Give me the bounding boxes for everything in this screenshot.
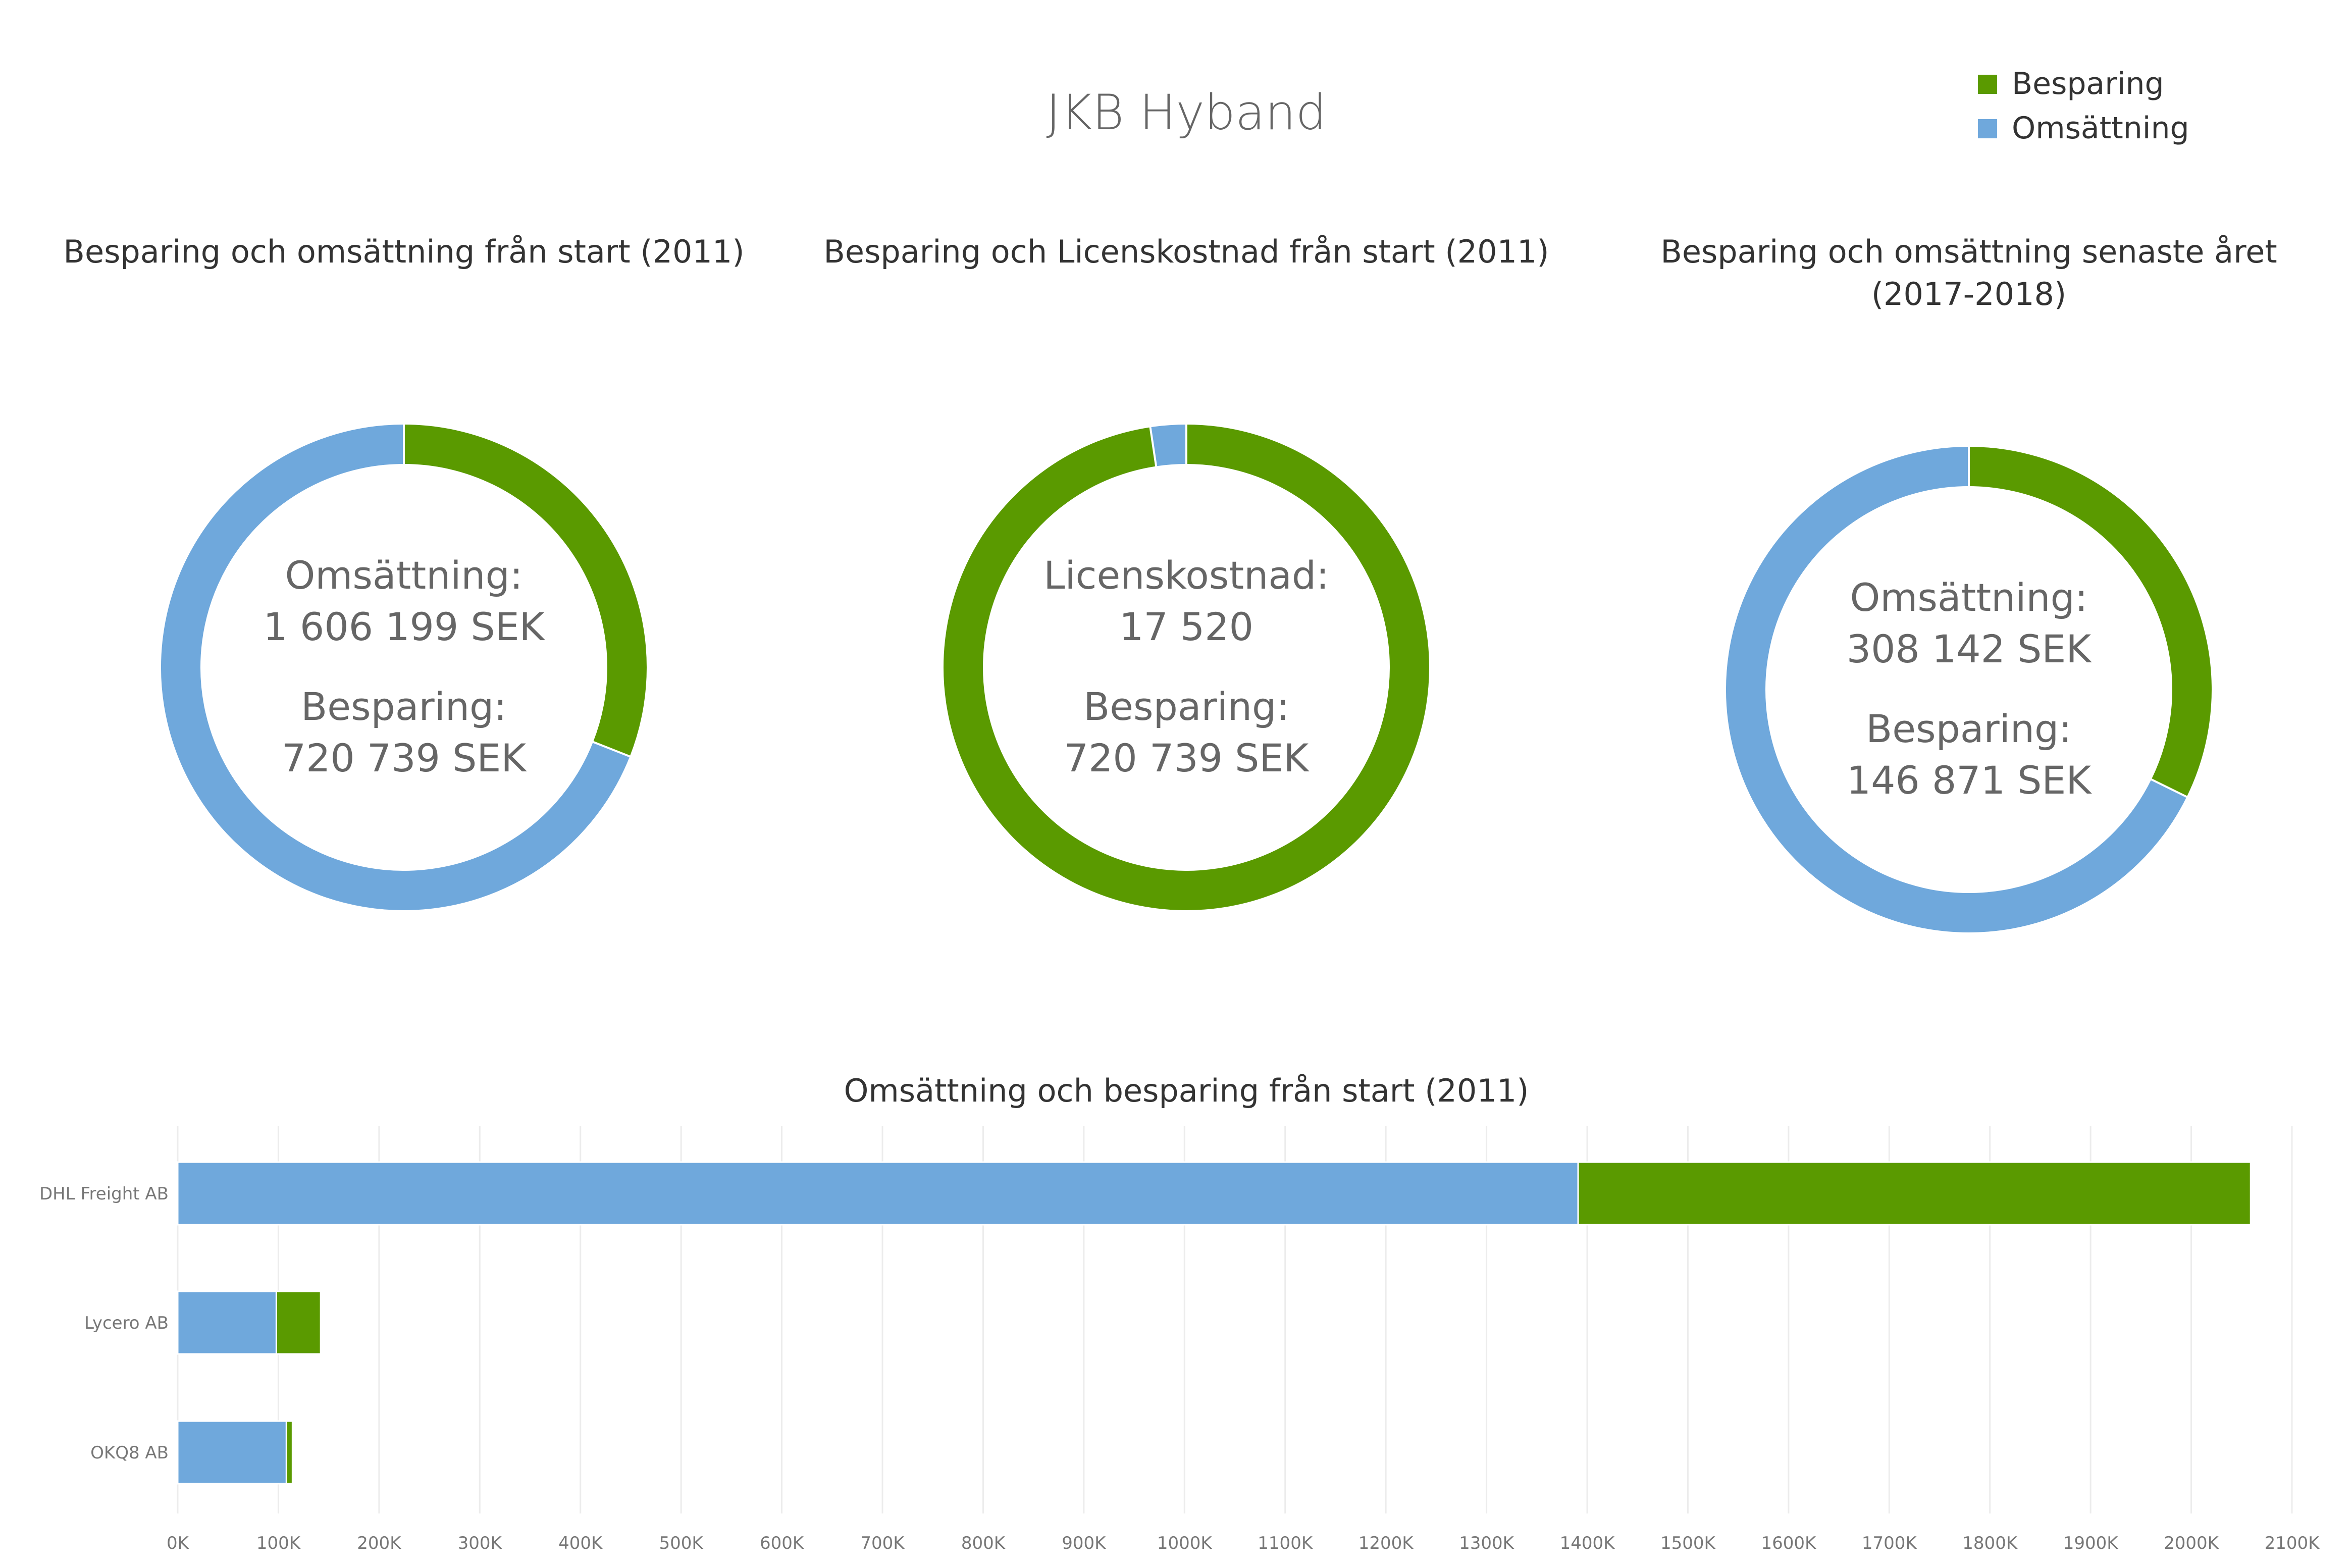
x-tick-label: 2000K <box>2164 1533 2220 1553</box>
x-tick-label: 0K <box>167 1533 190 1553</box>
legend-label-omsattning: Omsättning <box>2012 111 2189 146</box>
bar-besparing <box>285 1420 293 1485</box>
donut-center-text: 17 520 <box>1119 604 1253 649</box>
category-label: OKQ8 AB <box>90 1443 169 1463</box>
donut-center-text: 146 871 SEK <box>1847 758 2093 803</box>
bar-chart-title: Omsättning och besparing från start (201… <box>844 1072 1529 1109</box>
donut-center-text: Omsättning: <box>1850 575 2088 620</box>
donut-slice-besparing <box>944 425 1429 910</box>
donut-center-text: Omsättning: <box>285 553 523 598</box>
legend-swatch-omsattning <box>1978 119 1997 138</box>
x-tick-label: 1600K <box>1761 1533 1817 1553</box>
category-label: DHL Freight AB <box>39 1184 169 1204</box>
donut-chart-2: Besparing och Licenskostnad från start (… <box>823 233 1549 910</box>
x-tick-label: 900K <box>1062 1533 1107 1553</box>
x-tick-label: 1800K <box>1962 1533 2018 1553</box>
donut-slice-besparing <box>1968 447 2212 797</box>
bar-omsättning <box>177 1420 287 1485</box>
donut-center-text: 720 739 SEK <box>1064 736 1310 780</box>
x-tick-label: 600K <box>760 1533 805 1553</box>
donut-center-text: Besparing: <box>1083 684 1289 729</box>
bar-omsättning <box>177 1290 277 1355</box>
donut-title: Besparing och Licenskostnad från start (… <box>823 233 1549 270</box>
donut-title: Besparing och omsättning senaste året <box>1660 233 2277 270</box>
donut-slice-separator <box>592 741 632 758</box>
donut-center-text: 720 739 SEK <box>282 736 528 780</box>
x-tick-label: 1200K <box>1358 1533 1415 1553</box>
donut-center-text: Besparing: <box>301 684 507 729</box>
x-tick-label: 2100K <box>2265 1533 2321 1553</box>
bar-besparing <box>275 1290 322 1355</box>
x-tick-label: 100K <box>256 1533 301 1553</box>
donut-center-text: 1 606 199 SEK <box>263 604 545 649</box>
category-label: Lycero AB <box>84 1313 169 1333</box>
x-tick-label: 300K <box>458 1533 503 1553</box>
x-tick-label: 1500K <box>1660 1533 1716 1553</box>
donut-slice-licenskostnad <box>1150 425 1187 466</box>
x-tick-label: 500K <box>659 1533 704 1553</box>
legend-label-besparing: Besparing <box>2012 66 2164 101</box>
donut-slice-besparing <box>403 425 647 757</box>
x-tick-label: 1900K <box>2063 1533 2119 1553</box>
x-tick-label: 1400K <box>1560 1533 1616 1553</box>
legend-swatch-besparing <box>1978 75 1997 94</box>
donut-title: Besparing och omsättning från start (201… <box>63 233 744 270</box>
bar-besparing <box>1577 1161 2252 1226</box>
legend: Besparing Omsättning <box>1978 66 2189 146</box>
bar-chart: Omsättning och besparing från start (201… <box>39 1072 2320 1553</box>
page-title: JKB Hyband <box>1046 84 1326 141</box>
donut-slice-separator <box>2150 778 2188 799</box>
x-tick-label: 1700K <box>1862 1533 1918 1553</box>
donut-center-text: Licenskostnad: <box>1043 553 1329 598</box>
x-tick-label: 1000K <box>1157 1533 1213 1553</box>
donut-slice-omsättning <box>161 425 630 910</box>
donut-center-text: 308 142 SEK <box>1847 626 2093 671</box>
donut-slice-omsättning <box>1726 447 2187 932</box>
donut-charts: Besparing och omsättning från start (201… <box>63 233 2277 932</box>
x-tick-label: 700K <box>860 1533 905 1553</box>
donut-chart-1: Besparing och omsättning från start (201… <box>63 233 745 910</box>
donut-chart-3: Besparing och omsättning senaste året (20… <box>1660 233 2277 932</box>
x-tick-label: 1100K <box>1258 1533 1314 1553</box>
x-tick-label: 1300K <box>1459 1533 1515 1553</box>
donut-title: (2017-2018) <box>1871 276 2066 312</box>
bar-omsättning <box>177 1161 1579 1226</box>
x-tick-label: 200K <box>357 1533 402 1553</box>
x-tick-label: 800K <box>961 1533 1006 1553</box>
x-tick-label: 400K <box>558 1533 603 1553</box>
donut-center-text: Besparing: <box>1866 706 2072 751</box>
donut-slice-separator <box>1149 426 1158 467</box>
